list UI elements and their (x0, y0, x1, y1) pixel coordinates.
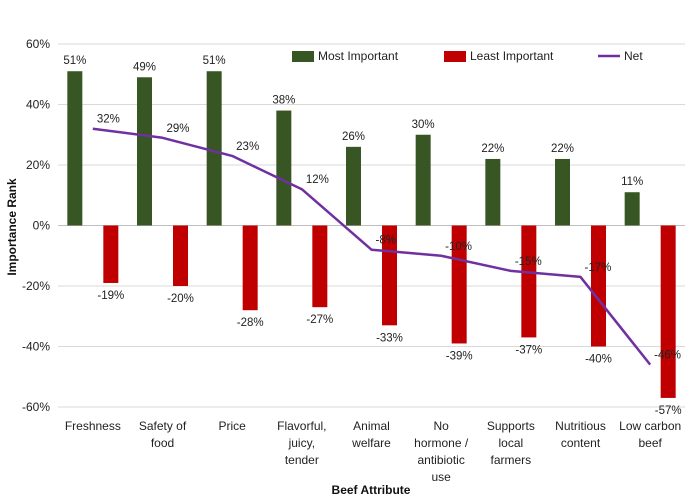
bar-most-important (624, 192, 640, 226)
data-label-least-important: -57% (655, 405, 682, 417)
data-label-least-important: -37% (515, 344, 542, 356)
bars (67, 71, 676, 398)
data-label-most-important: 51% (203, 55, 226, 67)
x-category-label-line: local (498, 436, 523, 450)
x-category-label-line: Flavorful, (277, 419, 326, 433)
gridlines (58, 43, 685, 408)
data-label-most-important: 11% (621, 176, 643, 188)
y-axis-title: Importance Rank (5, 178, 19, 276)
data-label-most-important: 22% (551, 143, 574, 155)
legend-label: Least Important (470, 49, 554, 63)
y-tick-label: -60% (22, 400, 50, 414)
x-category-label-line: Price (218, 419, 246, 433)
bar-least-important (521, 225, 537, 338)
x-category-label: Animal welfare (351, 419, 391, 450)
legend: Most Important Least Important Net (292, 49, 643, 63)
y-tick-label: 40% (26, 98, 50, 112)
x-category-label: Low carbon beef (619, 419, 681, 450)
data-label-least-important: -33% (376, 332, 403, 344)
data-label-net: -17% (585, 262, 612, 274)
x-axis-category-labels: Freshness Safety of food Price Flavorful, jui… (65, 419, 681, 484)
data-label-most-important: 38% (272, 95, 295, 107)
bar-least-important (103, 225, 119, 283)
y-axis-ticks: 60% 40% 20% 0% -20% -40% -60% (22, 37, 50, 414)
data-label-most-important: 51% (63, 55, 86, 67)
bar-least-important (451, 225, 467, 344)
x-category-label: Price (218, 419, 246, 433)
y-tick-label: 20% (26, 158, 50, 172)
x-category-label-line: Nutritious (555, 419, 606, 433)
data-label-least-important: -28% (237, 317, 264, 329)
data-label-most-important: 26% (342, 131, 365, 143)
y-tick-label: -40% (22, 340, 50, 354)
y-tick-label: 0% (33, 219, 51, 233)
x-category-label-line: content (561, 436, 601, 450)
data-label-net: -10% (445, 241, 472, 253)
data-label-net: 23% (236, 141, 259, 153)
bar-least-important (173, 225, 188, 286)
data-label-net: -8% (376, 235, 396, 247)
x-category-label-line: farmers (490, 453, 531, 467)
data-label-net: 32% (97, 114, 120, 126)
bar-most-important (67, 71, 83, 226)
x-category-label-line: Freshness (65, 419, 121, 433)
net-line (92, 127, 652, 366)
bar-least-important (660, 225, 676, 398)
x-category-label-line: Safety of (139, 419, 187, 433)
legend-swatch (292, 51, 314, 62)
legend-swatch (444, 51, 466, 62)
data-label-least-important: -20% (167, 293, 194, 305)
x-category-label: Safety of food (139, 419, 187, 450)
x-category-label: Supports local farmers (487, 419, 535, 467)
x-category-label-line: tender (285, 453, 319, 467)
x-category-label: No hormone / antibiotic use (414, 419, 469, 484)
legend-label: Net (624, 49, 643, 63)
y-tick-label: -20% (22, 279, 50, 293)
x-category-label-line: Supports (487, 419, 535, 433)
net-line-group (92, 127, 652, 366)
x-category-label-line: use (431, 470, 451, 484)
y-tick-label: 60% (26, 37, 50, 51)
x-category-label: Flavorful, juicy, tender (277, 419, 326, 467)
data-label-net: -15% (515, 256, 542, 268)
x-category-label-line: antibiotic (417, 453, 464, 467)
x-category-label-line: Animal (353, 419, 390, 433)
bar-most-important (555, 158, 570, 226)
x-category-label-line: welfare (351, 436, 391, 450)
bar-least-important (591, 225, 606, 347)
bar-most-important (485, 158, 501, 226)
bar-most-important (276, 110, 292, 226)
data-label-net: 29% (167, 123, 190, 135)
bar-most-important (206, 71, 222, 226)
bar-most-important (346, 146, 361, 226)
data-label-most-important: 22% (481, 143, 504, 155)
bar-least-important (242, 225, 258, 311)
x-category-label: Freshness (65, 419, 121, 433)
x-category-label-line: food (151, 436, 174, 450)
data-label-most-important: 49% (133, 61, 156, 73)
data-labels: 51% -19% 49% -20% 51% -28% 38% -27% 26% -33% 30% -3… (63, 55, 681, 417)
data-label-most-important: 30% (412, 119, 435, 131)
bar-most-important (137, 77, 152, 226)
legend-label: Most Important (318, 49, 399, 63)
x-category-label: Nutritious content (555, 419, 606, 450)
x-category-label-line: Low carbon (619, 419, 681, 433)
bar-least-important (312, 225, 328, 308)
x-category-label-line: juicy, (288, 436, 315, 450)
bar-most-important (415, 134, 431, 226)
data-label-least-important: -19% (97, 290, 124, 302)
data-label-least-important: -27% (306, 314, 333, 326)
data-label-net: -46% (654, 350, 681, 362)
data-label-net: 12% (306, 174, 329, 186)
x-axis-title: Beef Attribute (332, 483, 411, 497)
x-category-label-line: hormone / (414, 436, 469, 450)
x-category-label-line: beef (638, 436, 662, 450)
data-label-least-important: -39% (446, 350, 473, 362)
data-label-least-important: -40% (585, 354, 612, 366)
x-category-label-line: No (433, 419, 449, 433)
